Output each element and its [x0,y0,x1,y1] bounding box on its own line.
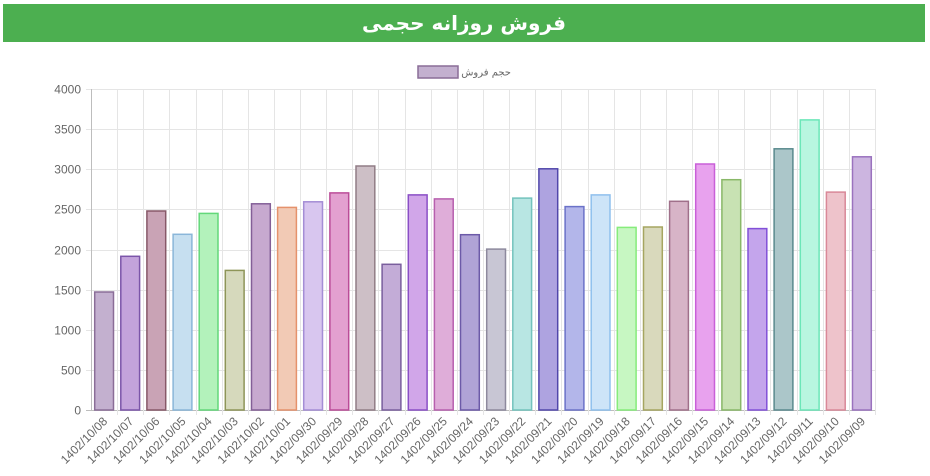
y-tick-label: 0 [74,404,81,418]
bar-1402-09-30[interactable] [302,201,324,411]
bar-1402-10-08[interactable] [93,291,115,411]
page-title: فروش روزانه حجمی [362,11,566,35]
y-tick-label: 2000 [54,244,81,258]
bar-1402-09-18[interactable] [616,226,637,411]
bar-1402-09-22[interactable] [512,197,533,411]
bar-1402-09-28[interactable] [355,165,376,411]
y-tick-label: 2500 [54,203,81,217]
bar-1402-09-13[interactable] [747,227,768,411]
bar-1402-09-21[interactable] [538,168,559,411]
bar-1402-09-20[interactable] [564,205,585,411]
bar-1402-09-14[interactable] [721,178,742,411]
bar-1402-09-23[interactable] [485,248,507,411]
bar-1402-09-26[interactable] [407,194,428,411]
bar-1402-10-07[interactable] [120,255,141,411]
bar-1402-10-02[interactable] [250,203,272,411]
bar-1402-09-25[interactable] [433,198,454,411]
legend-swatch[interactable] [417,65,459,79]
bar-1402-09-15[interactable] [694,163,716,411]
y-tick-label: 500 [61,364,81,378]
bar-1402-09-24[interactable] [459,233,481,411]
y-tick-label: 4000 [54,83,81,97]
bars [93,119,873,411]
bar-1402-10-04[interactable] [198,212,219,411]
y-tick-label: 3500 [54,123,81,137]
bar-1402-10-06[interactable] [146,210,167,411]
bar-1402-10-03[interactable] [224,269,245,411]
bar-1402-09-10[interactable] [825,191,846,411]
y-tick-label: 1500 [54,284,81,298]
legend-label[interactable]: حجم فروش [461,68,511,79]
bar-1402-09-17[interactable] [642,226,664,411]
bar-1402-09-27[interactable] [381,263,402,411]
legend[interactable]: حجم فروش [417,65,511,79]
bar-1402-09-09[interactable] [851,156,873,411]
bar-1402-10-05[interactable] [172,233,193,411]
y-tick-label: 3000 [54,163,81,177]
bar-1402-09-16[interactable] [668,200,690,411]
bar-1402-09-12[interactable] [773,148,794,411]
y-tick-label: 1000 [54,324,81,338]
bar-1402-10-01[interactable] [276,206,298,411]
bar-1402-09-11[interactable] [799,119,820,411]
bar-1402-09-29[interactable] [329,192,350,411]
bar-1402-09-19[interactable] [590,194,611,411]
title-bar: فروش روزانه حجمی [3,4,925,42]
